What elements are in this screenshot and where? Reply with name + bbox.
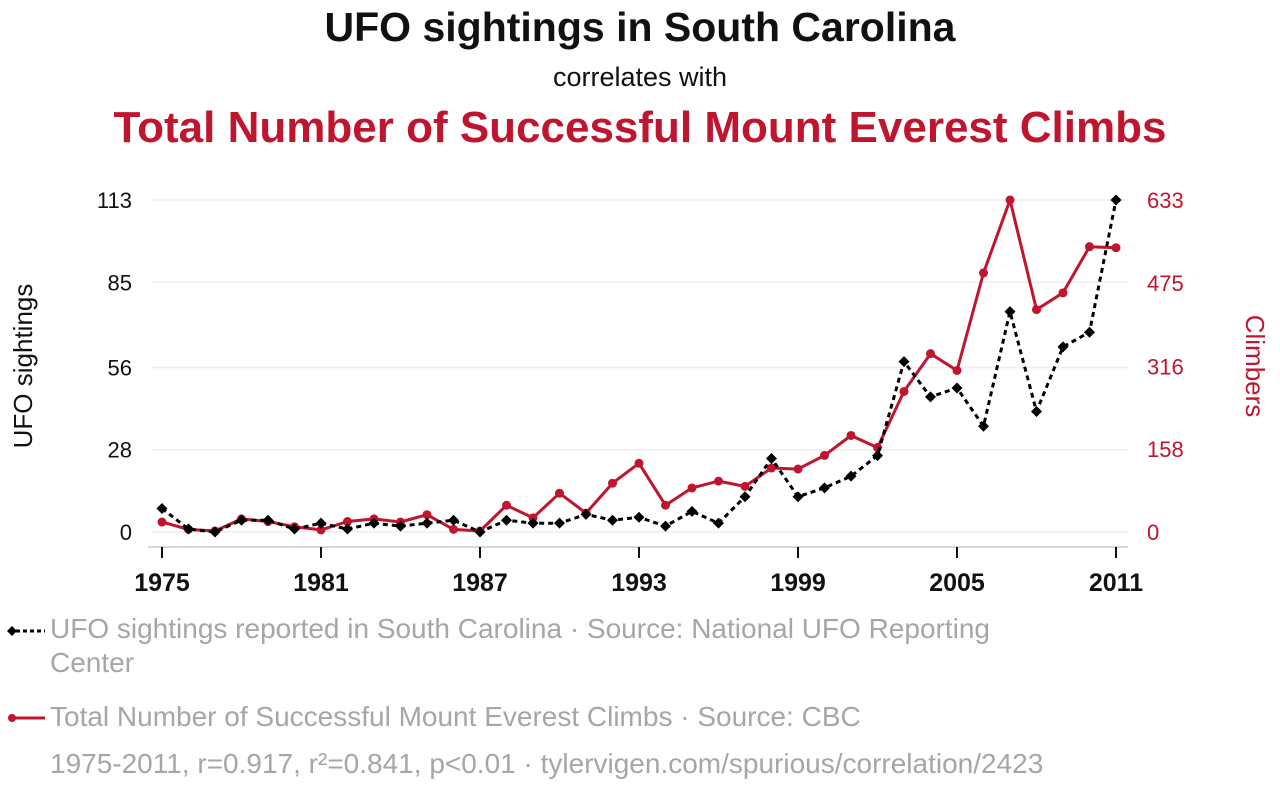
data-point-ufo	[845, 470, 857, 482]
data-point-ufo	[766, 453, 777, 465]
data-point-ufo	[660, 520, 671, 532]
data-point-ufo	[925, 391, 936, 403]
y-left-tick-label: 28	[108, 438, 132, 463]
data-point-ufo	[368, 517, 380, 529]
legend-item-ufo: UFO sightings reported in South Carolina…	[7, 612, 990, 680]
x-tick-label: 2005	[929, 569, 985, 597]
y-left-tick-label: 113	[97, 188, 132, 213]
data-point-everest	[1111, 243, 1121, 253]
data-point-ufo	[1084, 326, 1095, 338]
chart-subtitle: correlates with	[552, 62, 728, 92]
y-left-tick-label: 0	[120, 520, 132, 545]
y-right-tick-label: 633	[1147, 188, 1184, 213]
data-point-ufo	[713, 517, 724, 529]
data-point-ufo	[792, 491, 804, 503]
series-layer	[156, 194, 1122, 538]
data-point-everest	[422, 510, 432, 520]
data-point-ufo	[607, 514, 618, 526]
data-point-everest	[979, 268, 988, 278]
data-point-ufo	[1031, 406, 1042, 418]
data-point-ufo	[554, 517, 565, 529]
data-point-ufo	[686, 505, 698, 517]
data-point-ufo	[1057, 341, 1069, 353]
data-point-ufo	[527, 517, 539, 529]
data-point-everest	[449, 524, 458, 534]
x-tick-label: 2011	[1089, 569, 1143, 597]
data-point-ufo	[633, 511, 645, 523]
data-point-ufo	[289, 523, 300, 535]
data-point-everest	[343, 517, 352, 527]
data-point-ufo	[342, 523, 353, 535]
data-point-everest	[846, 430, 856, 440]
data-point-ufo	[739, 491, 751, 503]
x-tick-label: 1987	[452, 569, 508, 597]
data-point-everest	[1032, 305, 1041, 315]
chart-canvas: 0 28 56 85 113 0 158 316 475 633 UFO sightings Clim…	[8, 188, 1270, 597]
data-point-ufo	[474, 526, 486, 538]
correlation-footer: 1975-2011, r=0.917, r²=0.841, p<0.01 · t…	[50, 748, 1044, 779]
data-point-ufo	[501, 514, 512, 526]
data-point-ufo	[156, 502, 168, 514]
data-point-ufo	[872, 450, 883, 462]
data-point-everest	[555, 488, 564, 498]
legend-swatch-everest	[8, 714, 45, 722]
data-point-everest	[1005, 195, 1015, 205]
y-left-tick-label: 85	[108, 270, 132, 295]
data-point-ufo	[262, 514, 274, 526]
data-point-ufo	[183, 523, 194, 535]
data-point-everest	[740, 481, 750, 491]
data-point-everest	[502, 500, 511, 510]
data-point-ufo	[580, 508, 592, 520]
series-line-everest	[161, 198, 1117, 533]
axes: 0 28 56 85 113 0 158 316 475 633 UFO sightings Clim…	[8, 188, 1270, 597]
data-point-everest	[899, 386, 909, 396]
data-point-everest	[316, 525, 326, 535]
x-tick-label: 1999	[770, 569, 826, 597]
data-point-everest	[793, 464, 803, 474]
data-point-everest	[1085, 242, 1094, 252]
legend-label-ufo-line2: Center	[50, 647, 135, 678]
legend-label-everest: Total Number of Successful Mount Everest…	[50, 701, 861, 732]
data-point-everest	[767, 463, 776, 473]
y-left-axis-title: UFO sightings	[8, 284, 38, 449]
y-right-tick-label: 158	[1147, 437, 1184, 462]
x-tick-label: 1975	[134, 569, 190, 597]
chart-title: UFO sightings in South Carolina	[324, 4, 956, 50]
data-point-ufo	[209, 526, 221, 538]
data-point-everest	[687, 483, 697, 493]
legend-swatch-ufo	[7, 626, 45, 636]
data-point-ufo	[819, 482, 830, 494]
x-tick-label: 1981	[293, 569, 349, 597]
data-point-ufo	[395, 520, 406, 532]
data-point-everest	[157, 517, 167, 527]
data-point-ufo	[448, 514, 459, 526]
y-left-tick-label: 56	[108, 355, 132, 380]
data-point-ufo	[898, 356, 910, 368]
y-right-tick-label: 0	[1147, 520, 1159, 545]
gridlines	[152, 199, 1128, 533]
data-point-everest	[926, 349, 935, 359]
series-line-ufo	[161, 199, 1118, 534]
data-point-ufo	[1110, 194, 1122, 206]
y-right-tick-label: 475	[1147, 271, 1184, 296]
data-point-ufo	[978, 420, 989, 432]
data-point-everest	[952, 365, 962, 375]
data-point-everest	[608, 478, 617, 488]
legend-item-everest: Total Number of Successful Mount Everest…	[8, 700, 861, 734]
data-point-ufo	[1004, 306, 1016, 318]
y-right-tick-label: 316	[1147, 354, 1184, 379]
chart-title-secondary: Total Number of Successful Mount Everest…	[113, 103, 1167, 152]
data-point-everest	[661, 500, 670, 510]
legend-label-ufo-line1: UFO sightings reported in South Carolina…	[50, 613, 990, 644]
data-point-ufo	[421, 517, 433, 529]
data-point-everest	[714, 476, 723, 486]
data-point-everest	[634, 458, 644, 468]
y-right-axis-title: Climbers	[1240, 315, 1270, 418]
data-point-everest	[1058, 288, 1068, 298]
data-point-everest	[820, 450, 829, 460]
data-point-ufo	[236, 514, 247, 526]
data-point-ufo	[951, 382, 963, 394]
data-point-ufo	[315, 517, 327, 529]
x-tick-label: 1993	[611, 569, 667, 597]
